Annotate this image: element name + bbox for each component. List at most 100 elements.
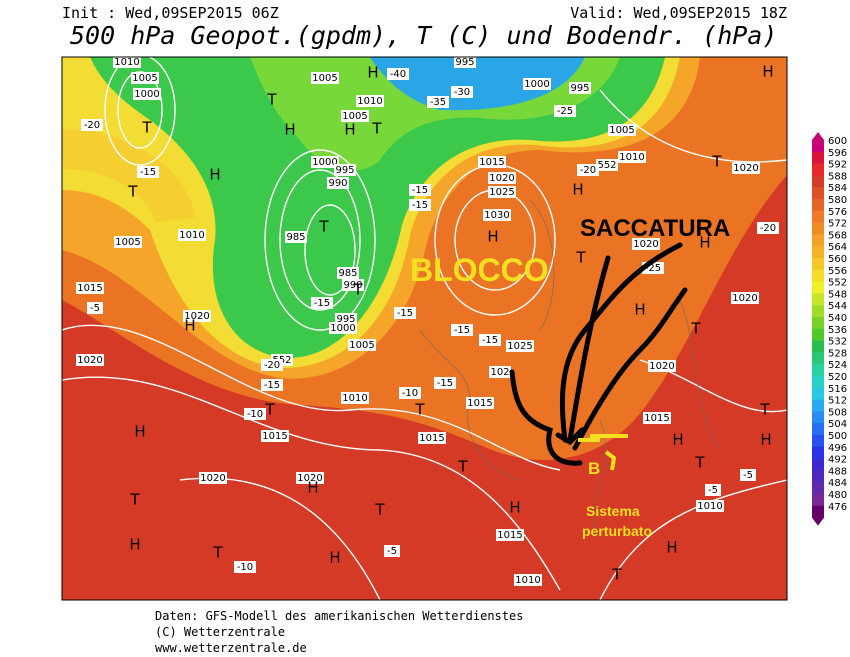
system-label: perturbato xyxy=(582,523,652,539)
pressure-center: T xyxy=(141,119,152,137)
pressure-center: H xyxy=(487,228,498,246)
isoline-label: 1015 xyxy=(644,413,669,424)
isoline-label: -10 xyxy=(237,562,253,573)
label-box xyxy=(337,267,359,279)
low-marker xyxy=(578,434,628,471)
pressure-center: H xyxy=(509,499,520,517)
map-field: 101010051000T-20-15TH100510101015-51020H… xyxy=(62,57,787,600)
isoline-label: -15 xyxy=(314,298,330,309)
isoline-label: 1005 xyxy=(349,340,374,351)
colorbar-label: 496 xyxy=(828,443,847,454)
pressure-center: T xyxy=(264,401,275,419)
label-box xyxy=(427,96,449,108)
colorbar-swatch xyxy=(812,423,824,436)
footer-line: (C) Wetterzentrale xyxy=(155,625,285,639)
map-labels: 101010051000T-20-15TH100510101015-51020H… xyxy=(76,57,779,586)
label-box xyxy=(133,88,161,100)
label-box xyxy=(523,78,551,90)
colorbar-label: 572 xyxy=(828,219,847,230)
colorbar-swatch xyxy=(812,293,824,306)
label-box xyxy=(489,366,511,378)
label-box xyxy=(496,529,524,541)
colorbar-swatch xyxy=(812,364,824,377)
isoline-label: 990 xyxy=(343,280,362,291)
footer-line: www.wetterzentrale.de xyxy=(155,641,307,655)
colorbar-cap xyxy=(812,132,824,140)
label-box xyxy=(113,57,141,68)
colorbar-label: 548 xyxy=(828,289,847,300)
label-box xyxy=(434,377,456,389)
colorbar-swatch xyxy=(812,435,824,448)
label-box xyxy=(596,159,618,171)
colorbar-swatch xyxy=(812,222,824,235)
pressure-center: H xyxy=(209,166,220,184)
isoline-label: 1015 xyxy=(479,157,504,168)
label-box xyxy=(183,310,211,322)
label-box xyxy=(479,334,501,346)
trough-arrows xyxy=(509,242,688,466)
isoline-label: -15 xyxy=(264,380,280,391)
label-box xyxy=(348,339,376,351)
pressure-center: H xyxy=(572,181,583,199)
label-box xyxy=(137,166,159,178)
isoline-label: 985 xyxy=(286,232,305,243)
pressure-center: T xyxy=(212,544,223,562)
isoline-label: -20 xyxy=(760,223,776,234)
pressure-center: T xyxy=(759,401,770,419)
isoline-label: -5 xyxy=(743,470,753,481)
isoline-label: 1015 xyxy=(467,398,492,409)
label-box xyxy=(696,500,724,512)
pressure-center: T xyxy=(694,454,705,472)
pressure-center: T xyxy=(371,120,382,138)
label-box xyxy=(618,151,646,163)
pressure-center: H xyxy=(634,301,645,319)
label-box xyxy=(731,292,759,304)
isoline-label: 995 xyxy=(570,83,589,94)
colorbar-label: 536 xyxy=(828,325,847,336)
label-box xyxy=(466,397,494,409)
colorbar-swatch xyxy=(812,505,824,518)
label-box xyxy=(341,110,369,122)
label-box xyxy=(234,561,256,573)
colorbar-label: 560 xyxy=(828,254,847,265)
label-box xyxy=(356,95,384,107)
label-box xyxy=(178,229,206,241)
isoline-label: -35 xyxy=(430,97,446,108)
isoline-label: -15 xyxy=(412,185,428,196)
isoline-label: -15 xyxy=(412,200,428,211)
pressure-center: H xyxy=(672,431,683,449)
isoline-label: 1020 xyxy=(297,473,322,484)
low-label: B xyxy=(588,459,600,478)
label-box xyxy=(451,86,473,98)
isoline-label: -15 xyxy=(140,167,156,178)
isoline-label: 985 xyxy=(338,268,357,279)
colorbar-swatch xyxy=(812,352,824,365)
pressure-center: H xyxy=(134,423,145,441)
isoline-label: 1005 xyxy=(609,125,634,136)
colorbar-swatch xyxy=(812,411,824,424)
isoline-label: 1000 xyxy=(330,323,355,334)
colorbar-swatch xyxy=(812,199,824,212)
colorbar-swatch xyxy=(812,328,824,341)
isoline-label: 1010 xyxy=(114,57,139,68)
colorbar-swatch xyxy=(812,446,824,459)
colorbar-label: 484 xyxy=(828,478,847,489)
isoline-label: 1020 xyxy=(633,239,658,250)
blocco-label: BLOCCO xyxy=(410,252,549,288)
colorbar-label: 504 xyxy=(828,419,847,430)
pressure-center: H xyxy=(329,549,340,567)
label-box xyxy=(311,156,339,168)
isoline-label: -30 xyxy=(454,87,470,98)
isoline-label: 1015 xyxy=(497,530,522,541)
pressure-center: H xyxy=(184,317,195,335)
colorbar-swatch xyxy=(812,140,824,153)
label-box xyxy=(342,279,364,291)
pressure-center: T xyxy=(711,153,722,171)
isoline-label: 1020 xyxy=(733,163,758,174)
isoline-label: -5 xyxy=(708,485,718,496)
pressure-center: T xyxy=(414,401,425,419)
pressure-center: T xyxy=(266,91,277,109)
colorbar-label: 580 xyxy=(828,195,847,206)
colorbar-label: 600 xyxy=(828,136,847,147)
